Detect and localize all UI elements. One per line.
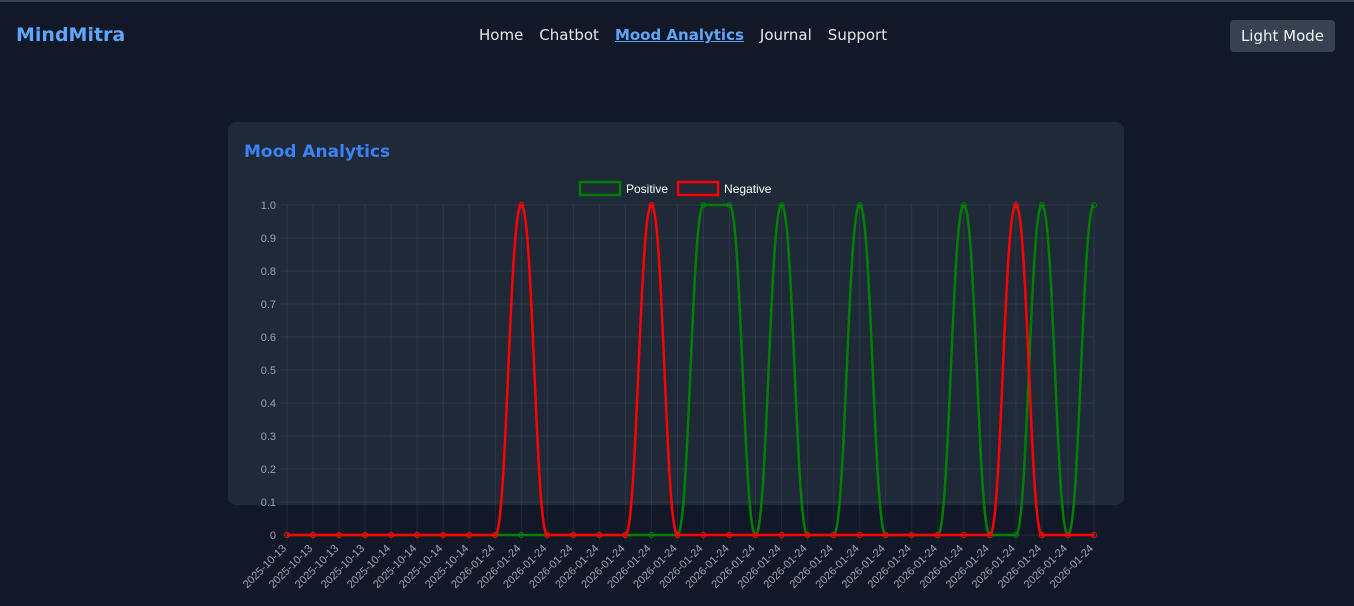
point	[986, 532, 993, 538]
point	[648, 202, 655, 208]
theme-button[interactable]: Light Mode	[1230, 20, 1335, 52]
nav-links: Home Chatbot Mood Analytics Journal Supp…	[479, 26, 887, 44]
point	[440, 532, 447, 538]
point	[700, 202, 707, 208]
point	[466, 532, 473, 538]
point	[778, 202, 785, 208]
point	[1091, 202, 1097, 208]
point	[648, 532, 655, 538]
point	[856, 532, 863, 538]
nav-link[interactable]: Home	[479, 26, 524, 44]
point	[1012, 202, 1019, 208]
point	[570, 532, 577, 538]
point	[934, 532, 941, 538]
point	[492, 532, 499, 538]
brand[interactable]: MindMitra	[16, 24, 126, 46]
point	[518, 202, 525, 208]
legend-swatch	[578, 180, 622, 197]
nav-link[interactable]: Chatbot	[539, 26, 599, 44]
point	[804, 532, 811, 538]
point	[414, 532, 421, 538]
point	[310, 532, 317, 538]
nav-link[interactable]: Journal	[759, 26, 812, 44]
y-tick-label: 0	[270, 530, 276, 542]
point	[752, 532, 759, 538]
point	[518, 532, 525, 538]
y-tick-label: 0.1	[261, 497, 276, 509]
y-tick-label: 0.3	[261, 431, 276, 443]
point	[1064, 532, 1071, 538]
point	[856, 202, 863, 208]
point	[622, 532, 629, 538]
point	[284, 532, 290, 538]
point	[544, 532, 551, 538]
y-tick-label: 1.0	[261, 200, 276, 212]
point	[700, 532, 707, 538]
legend-label: Negative	[724, 182, 772, 196]
nav-link[interactable]: Mood Analytics	[614, 26, 744, 44]
line	[287, 203, 1094, 537]
point	[778, 532, 785, 538]
point	[1012, 532, 1019, 538]
point	[336, 532, 343, 538]
navbar: MindMitra Home Chatbot Mood Analytics Jo…	[0, 0, 1354, 68]
y-tick-label: 0.9	[261, 233, 276, 245]
point	[882, 532, 889, 538]
point	[726, 202, 733, 208]
point	[960, 202, 967, 208]
y-tick-label: 0.2	[261, 464, 276, 476]
y-tick-label: 0.4	[261, 398, 276, 410]
y-tick-label: 0.6	[261, 332, 276, 344]
point	[674, 532, 681, 538]
point	[362, 532, 369, 538]
y-tick-label: 0.7	[261, 299, 276, 311]
point	[960, 532, 967, 538]
legend-swatch	[676, 180, 720, 197]
point	[908, 532, 915, 538]
card-title: Mood Analytics	[244, 142, 391, 162]
y-tick-label: 0.8	[261, 266, 276, 278]
point	[596, 532, 603, 538]
point	[1038, 202, 1045, 208]
point	[726, 532, 733, 538]
nav-link[interactable]: Support	[827, 26, 888, 44]
point	[1091, 532, 1097, 538]
point	[1038, 532, 1045, 538]
y-tick-label: 0.5	[261, 365, 276, 377]
point	[830, 532, 837, 538]
point	[388, 532, 395, 538]
legend-label: Positive	[626, 182, 668, 196]
